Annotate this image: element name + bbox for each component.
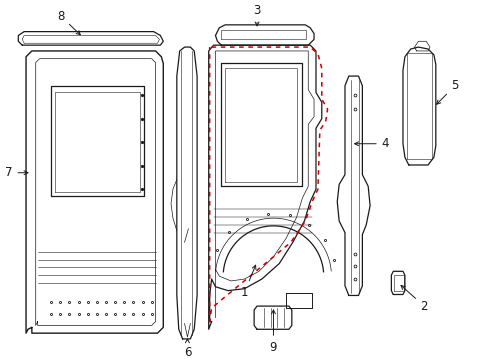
Text: 6: 6: [184, 339, 191, 359]
Text: 8: 8: [57, 10, 80, 35]
Text: 5: 5: [437, 79, 459, 104]
Text: 4: 4: [355, 137, 389, 150]
Text: 3: 3: [253, 4, 261, 26]
Text: 1: 1: [241, 265, 256, 299]
Text: 9: 9: [270, 310, 277, 354]
Text: 2: 2: [401, 285, 428, 312]
Text: 7: 7: [5, 166, 28, 179]
